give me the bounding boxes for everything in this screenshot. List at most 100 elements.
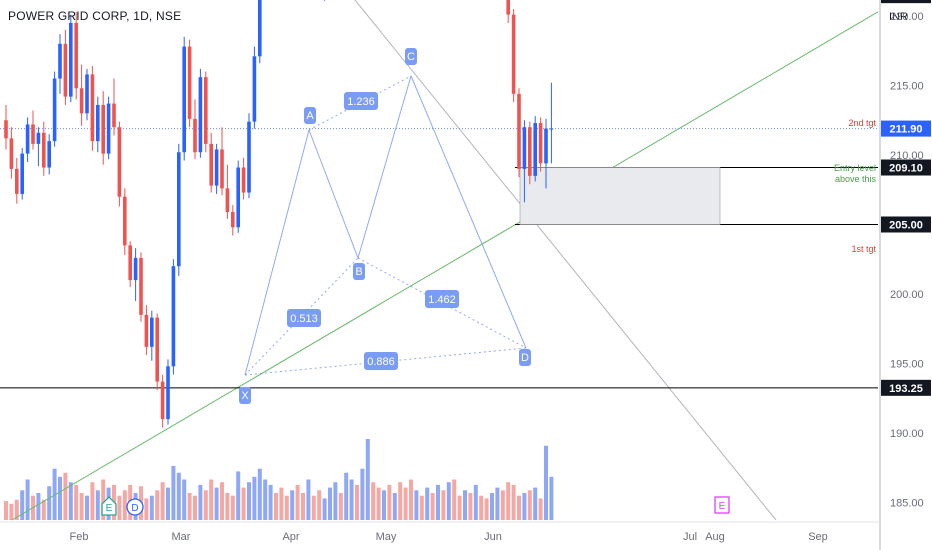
candle-body bbox=[20, 153, 24, 194]
candle-body bbox=[90, 74, 95, 142]
candle-body bbox=[101, 104, 105, 154]
volume-bar bbox=[544, 445, 548, 520]
second-target-label: 2nd tgt bbox=[848, 118, 876, 128]
pattern-leg bbox=[308, 75, 412, 131]
candle-body bbox=[63, 43, 68, 97]
volume-bar bbox=[198, 484, 203, 520]
volume-bar bbox=[344, 472, 349, 520]
candle-body bbox=[522, 127, 527, 169]
pattern-point-label: X bbox=[241, 390, 249, 402]
volume-bar bbox=[166, 487, 170, 520]
volume-bar bbox=[436, 484, 440, 520]
volume-bar bbox=[317, 490, 322, 520]
volume-bar bbox=[79, 493, 84, 520]
volume-bar bbox=[85, 495, 89, 520]
volume-bar bbox=[463, 490, 467, 520]
ratio-label: 1.236 bbox=[347, 96, 375, 108]
volume-bar bbox=[279, 487, 284, 520]
symbol-title[interactable]: POWER GRID CORP, 1D, NSE bbox=[8, 9, 182, 23]
time-tick-label: Mar bbox=[172, 531, 191, 543]
price-tag-label: 205.00 bbox=[889, 220, 923, 232]
candle-body bbox=[187, 46, 192, 119]
price-tag bbox=[881, 120, 931, 137]
volume-bar bbox=[68, 482, 73, 520]
volume-bar bbox=[355, 484, 359, 520]
currency-label: INR bbox=[889, 11, 908, 23]
volume-bar bbox=[257, 468, 262, 520]
candle-body bbox=[4, 120, 8, 139]
pattern-point-label: C bbox=[407, 51, 415, 63]
volume-bar bbox=[41, 499, 46, 520]
volume-bar bbox=[328, 487, 332, 520]
volume-bar bbox=[392, 493, 397, 520]
volume-bar bbox=[301, 493, 305, 520]
price-tick-label: 200.00 bbox=[890, 289, 924, 301]
pattern-leg bbox=[244, 129, 310, 376]
pattern-point-label: A bbox=[306, 110, 314, 122]
volume-bar bbox=[387, 484, 392, 520]
volume-bar bbox=[495, 487, 500, 520]
volume-bar bbox=[506, 482, 511, 520]
demand-zone bbox=[519, 167, 721, 225]
candle-body bbox=[236, 167, 240, 228]
first-target-label: 1st tgt bbox=[851, 244, 876, 254]
volume-bar bbox=[236, 471, 241, 520]
volume-bar bbox=[263, 479, 268, 520]
candle-body bbox=[214, 149, 219, 186]
candle-body bbox=[31, 124, 35, 144]
volume-bar bbox=[160, 482, 165, 520]
volume-bar bbox=[241, 487, 246, 520]
price-tick-label: 210.00 bbox=[890, 150, 924, 162]
volume-bar bbox=[338, 493, 343, 520]
candle-body bbox=[209, 143, 213, 186]
entry-level-label: Entry level bbox=[834, 163, 876, 173]
ascending-trendline bbox=[11, 11, 879, 521]
price-tag bbox=[881, 379, 931, 396]
pattern-point-badge bbox=[519, 349, 531, 366]
price-tag bbox=[881, 216, 931, 233]
candle-body bbox=[252, 56, 257, 122]
candle-body bbox=[9, 138, 14, 169]
volume-bar bbox=[203, 490, 208, 520]
pattern-leg bbox=[357, 75, 412, 259]
candle-body bbox=[74, 22, 78, 89]
candle-body bbox=[198, 77, 203, 153]
volume-bar bbox=[20, 490, 25, 520]
volume-bar bbox=[409, 479, 413, 520]
candle-body bbox=[193, 118, 197, 153]
volume-bar bbox=[74, 484, 79, 520]
candle-body bbox=[69, 22, 73, 97]
volume-bar bbox=[182, 479, 187, 520]
candle-body bbox=[42, 132, 46, 168]
price-tag bbox=[881, 159, 931, 176]
candle-body bbox=[144, 314, 149, 347]
pattern-point-badge bbox=[353, 263, 365, 280]
ratio-badge bbox=[287, 309, 321, 327]
volume-bar bbox=[58, 476, 62, 520]
candle-body bbox=[177, 152, 181, 267]
ratio-badge bbox=[344, 92, 378, 110]
candle-body bbox=[117, 127, 122, 197]
volume-bar bbox=[274, 493, 278, 520]
volume-bar bbox=[522, 493, 527, 520]
pattern-point-badge bbox=[304, 107, 316, 124]
volume-bar bbox=[430, 493, 435, 520]
candle-body bbox=[528, 127, 532, 176]
candle-body bbox=[155, 317, 159, 382]
volume-bar bbox=[95, 490, 100, 520]
volume-bar bbox=[36, 493, 41, 520]
volume-bar bbox=[4, 501, 8, 520]
volume-bar bbox=[176, 472, 181, 520]
pattern-point-badge bbox=[239, 387, 251, 404]
time-tick-label: May bbox=[376, 531, 397, 543]
time-tick-label: Jul bbox=[683, 531, 697, 543]
volume-bar bbox=[403, 487, 408, 520]
candle-body bbox=[139, 257, 143, 315]
volume-bar bbox=[452, 479, 457, 520]
volume-bar bbox=[333, 482, 338, 520]
pattern-point-label: B bbox=[355, 266, 362, 278]
candle-body bbox=[171, 266, 176, 367]
time-tick-label: Apr bbox=[282, 531, 299, 543]
ratio-badge bbox=[425, 290, 459, 308]
